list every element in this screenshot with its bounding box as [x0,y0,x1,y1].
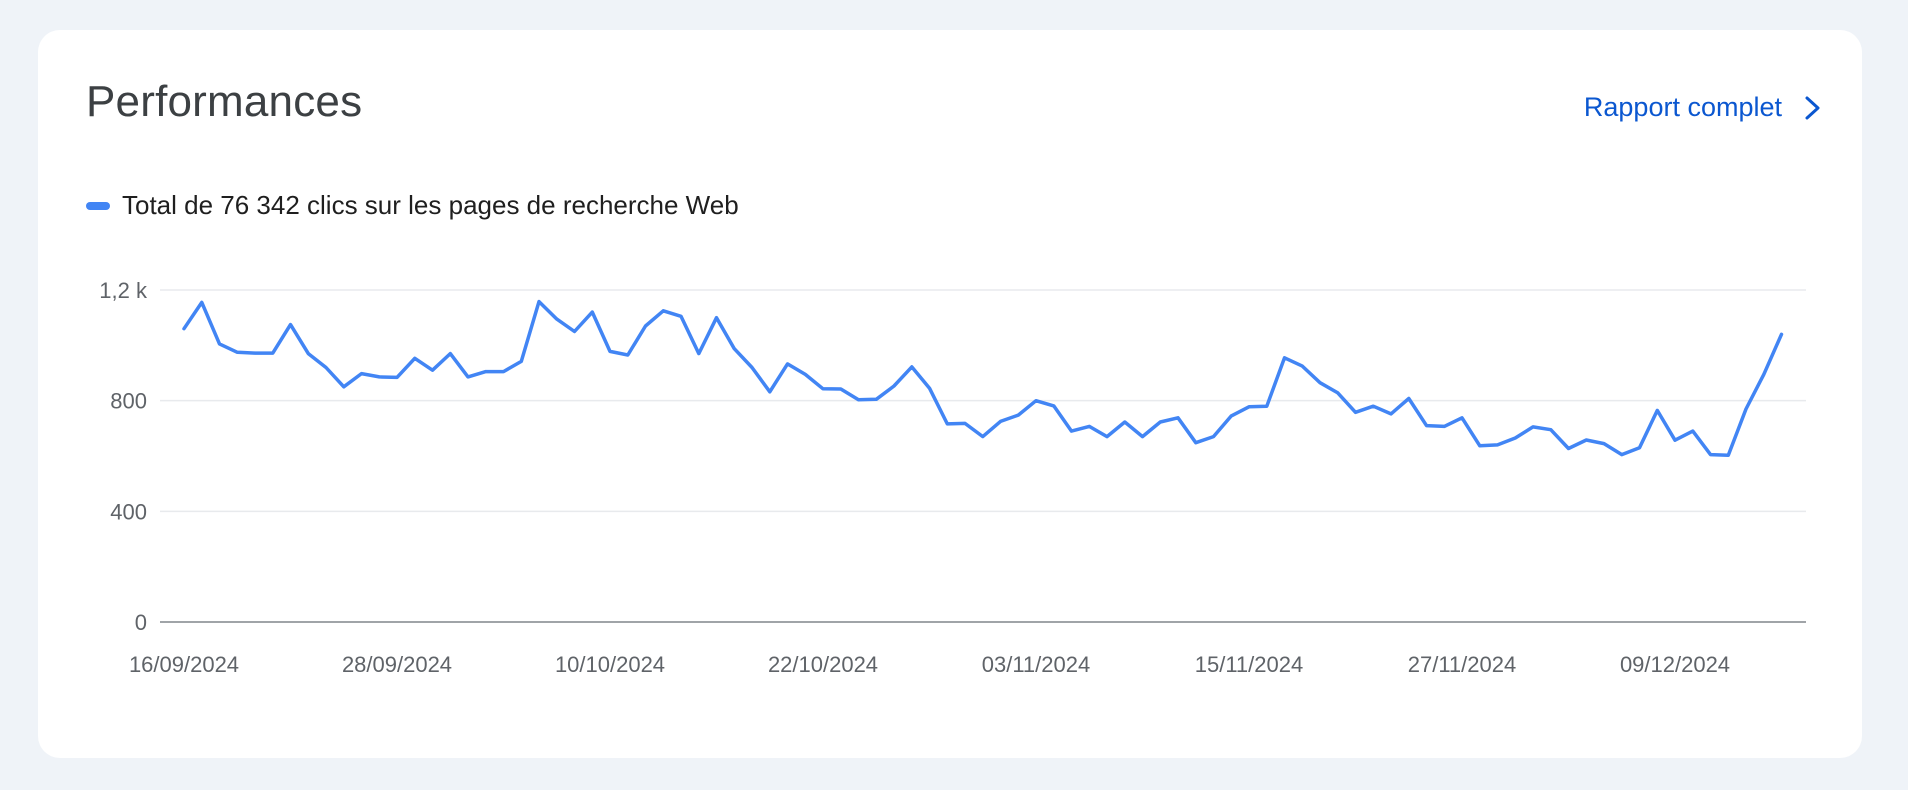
x-tick-label: 15/11/2024 [1195,652,1303,677]
x-tick-label: 16/09/2024 [129,652,239,677]
card-title: Performances [86,77,363,126]
y-tick-label: 400 [110,499,147,524]
x-tick-label: 22/10/2024 [768,652,878,677]
y-tick-label: 0 [135,610,147,635]
legend-label: Total de 76 342 clics sur les pages de r… [122,190,739,220]
clicks-series-line [182,299,1784,457]
chevron-right-icon [1805,96,1820,119]
full-report-label: Rapport complet [1583,92,1782,122]
performance-card: Performances Rapport complet Total de 76… [38,30,1862,758]
chart-legend[interactable]: Total de 76 342 clics sur les pages de r… [86,190,739,221]
x-tick-label: 10/10/2024 [555,652,665,677]
x-tick-label: 09/12/2024 [1620,652,1730,677]
x-tick-label: 27/11/2024 [1408,652,1516,677]
full-report-link[interactable]: Rapport complet [1584,92,1824,123]
y-tick-label: 1,2 k [99,278,148,303]
x-tick-label: 03/11/2024 [982,652,1090,677]
x-tick-label: 28/09/2024 [342,652,452,677]
legend-swatch [86,201,110,210]
y-tick-label: 800 [110,389,147,414]
